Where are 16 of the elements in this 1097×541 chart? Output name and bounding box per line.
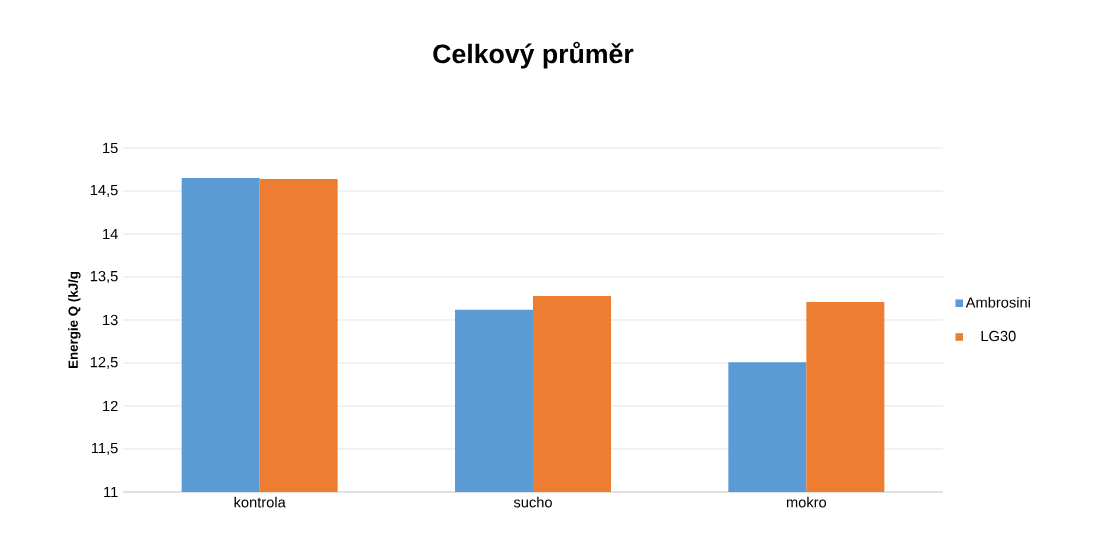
x-tick-label: mokro bbox=[786, 496, 827, 508]
y-tick-label: 13,5 bbox=[90, 270, 118, 284]
y-tick-label: 15 bbox=[103, 142, 118, 154]
legend-label: Ambrosini bbox=[965, 296, 1030, 308]
y-tick-label: 12 bbox=[103, 400, 118, 412]
y-axis-title: Energie Q (kJ/g bbox=[68, 271, 81, 368]
y-tick-label: 11,5 bbox=[91, 443, 118, 455]
legend-label: LG30 bbox=[981, 330, 1016, 342]
chart-title: Celkový průměr bbox=[433, 41, 634, 69]
y-tick-label: 14,5 bbox=[90, 185, 118, 197]
y-tick-label: 14 bbox=[103, 228, 118, 240]
y-tick-label: 12,5 bbox=[90, 356, 118, 370]
x-tick-label: sucho bbox=[513, 496, 552, 508]
x-tick-label: kontrola bbox=[234, 496, 286, 508]
y-tick-label: 13 bbox=[103, 314, 118, 326]
y-tick-label: 11 bbox=[104, 486, 118, 498]
